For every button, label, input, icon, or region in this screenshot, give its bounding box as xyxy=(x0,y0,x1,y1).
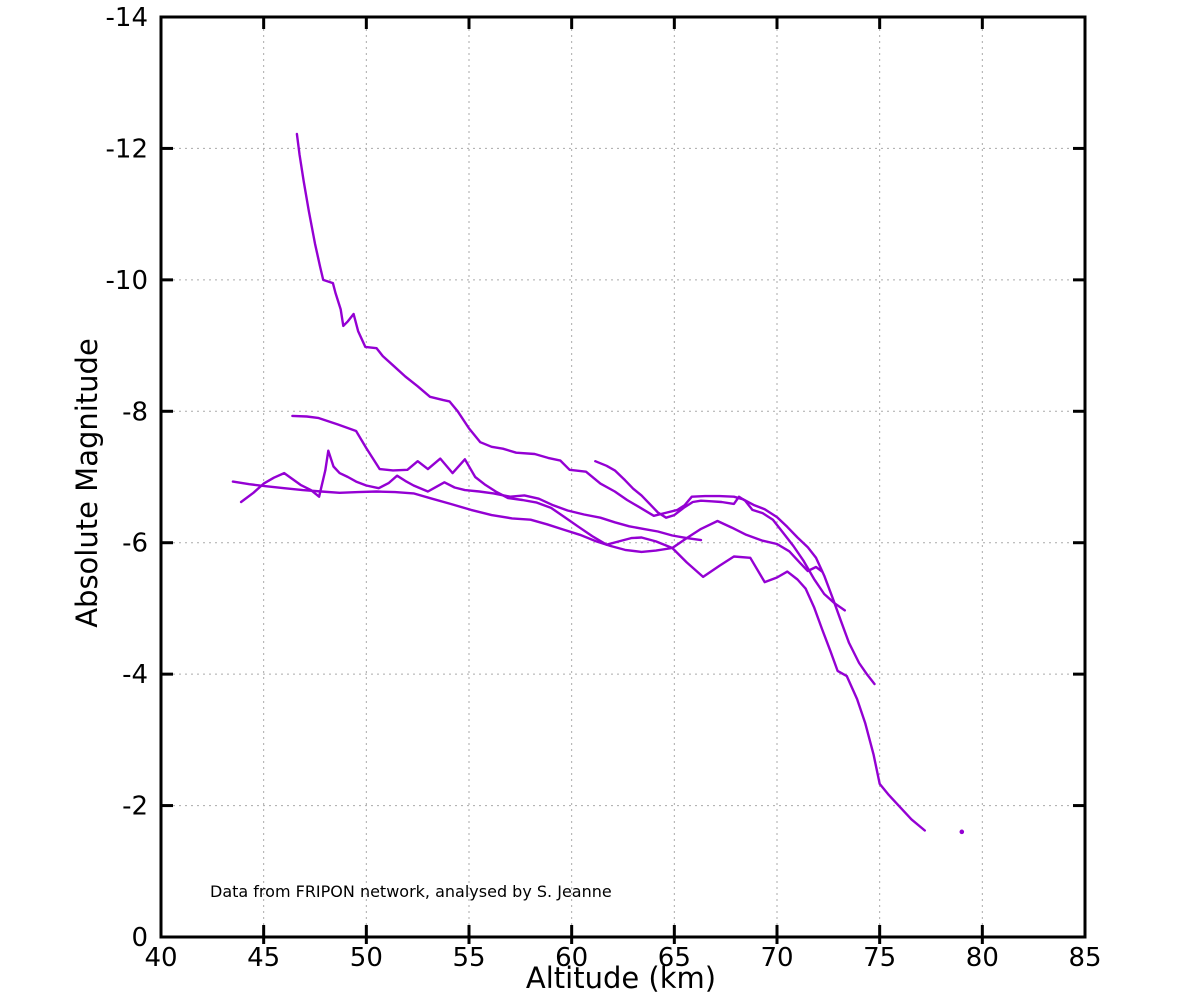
x-tick-label: 85 xyxy=(1068,943,1101,973)
meteor-light-curve-5 xyxy=(594,460,846,612)
y-tick-label: -6 xyxy=(122,529,148,559)
meteor-light-curve-1 xyxy=(295,132,876,686)
y-tick-label: -12 xyxy=(106,134,148,164)
y-tick-label: -10 xyxy=(106,266,148,296)
x-tick-label: 70 xyxy=(760,943,793,973)
y-axis-label: Absolute Magnitude xyxy=(70,338,104,628)
y-tick-label: -2 xyxy=(122,792,148,822)
plot-border xyxy=(159,15,1087,939)
x-tick-label: 75 xyxy=(863,943,896,973)
y-tick-label: -4 xyxy=(122,660,148,690)
meteor-light-curve-3 xyxy=(239,449,703,542)
meteor-light-curve-4 xyxy=(231,480,824,573)
y-tick-label: -14 xyxy=(106,3,148,33)
meteor-light-curve-2 xyxy=(291,414,926,832)
grid-lines xyxy=(161,17,1085,937)
y-tick-label: 0 xyxy=(131,923,148,953)
axis-ticks xyxy=(161,17,1085,944)
tick-labels: 40 45 50 55 60 65 70 75 80 85 0 -2 -4 -6 -8 -10 -12 -14 xyxy=(106,3,1102,973)
x-tick-label: 80 xyxy=(966,943,999,973)
x-tick-label: 55 xyxy=(452,943,485,973)
data-series xyxy=(231,132,965,835)
x-tick-label: 60 xyxy=(555,943,588,973)
x-tick-label: 65 xyxy=(658,943,691,973)
x-tick-label: 50 xyxy=(350,943,383,973)
x-axis-label: Altitude (km) xyxy=(526,961,716,995)
meteor-light-curve-6-isolated-point xyxy=(959,829,965,835)
x-tick-label: 45 xyxy=(247,943,280,973)
y-tick-label: -8 xyxy=(122,397,148,427)
x-tick-label: 40 xyxy=(144,943,177,973)
annotation-text: Data from FRIPON network, analysed by S.… xyxy=(210,882,612,901)
